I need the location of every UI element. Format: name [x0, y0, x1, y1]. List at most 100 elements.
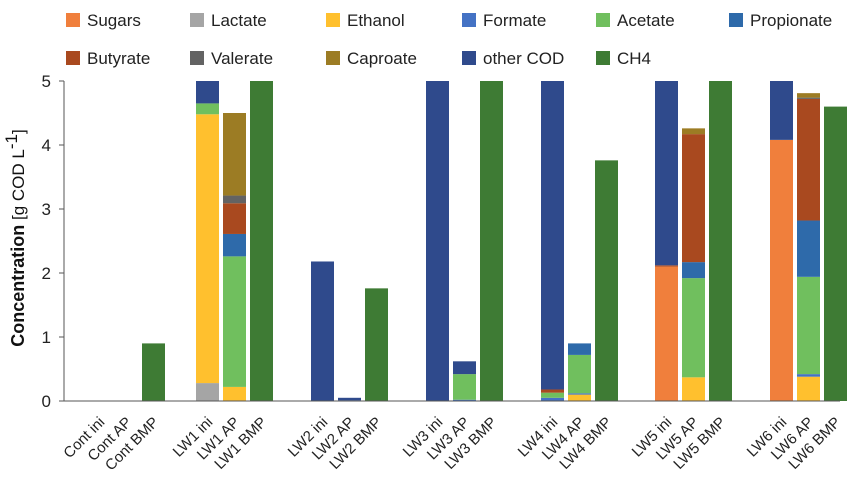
legend-label-butyrate: Butyrate — [87, 49, 150, 68]
bars — [142, 81, 847, 402]
bar-segment-lw5-bmp-ch4 — [709, 81, 732, 401]
legend-item-formate: Formate — [462, 11, 546, 30]
legend-swatch-lactate — [190, 13, 204, 27]
bar-segment-lw3-bmp-ch4 — [480, 81, 503, 401]
y-tick-label: 2 — [42, 264, 51, 283]
bar-lw5-ap — [682, 128, 705, 401]
bar-lw1-ap — [223, 113, 246, 401]
y-tick-label: 0 — [42, 392, 51, 411]
bar-lw1-bmp — [250, 81, 273, 401]
legend-item-butyrate: Butyrate — [66, 49, 150, 68]
bar-segment-lw2-ap-other-cod — [338, 397, 361, 401]
legend-label-ethanol: Ethanol — [347, 11, 405, 30]
bar-segment-lw3-ini-other-cod — [426, 81, 449, 401]
bar-segment-lw3-ap-formate — [453, 399, 476, 401]
bar-lw5-ini — [655, 81, 678, 401]
y-axis-label-unit-exponent: -1 — [2, 134, 21, 149]
y-axis-label-main: Concentration — [8, 225, 28, 347]
legend-item-lactate: Lactate — [190, 11, 267, 30]
bar-lw6-ini — [770, 81, 793, 401]
bar-segment-lw1-ap-caproate — [223, 113, 246, 196]
y-tick-label: 3 — [42, 200, 51, 219]
bar-segment-lw2-bmp-ch4 — [365, 288, 388, 401]
y-axis-label-unit: [g COD L — [9, 149, 28, 225]
bar-segment-lw3-ap-acetate — [453, 374, 476, 400]
bar-segment-lw6-ap-butyrate — [797, 98, 820, 221]
bar-segment-lw1-bmp-ch4 — [250, 81, 273, 401]
legend-label-sugars: Sugars — [87, 11, 141, 30]
bar-segment-lw4-ini-other-cod — [541, 81, 564, 390]
bar-lw6-bmp — [824, 106, 847, 401]
bar-segment-lw1-ini-ethanol — [196, 114, 219, 384]
legend-swatch-formate — [462, 13, 476, 27]
bar-lw3-ini — [426, 81, 449, 401]
bar-segment-lw5-ap-propionate — [682, 262, 705, 279]
legend-label-other-cod: other COD — [483, 49, 564, 68]
bar-segment-lw4-ini-formate — [541, 397, 564, 401]
legend: Sugars Lactate Ethanol Formate Acetate Propio… — [66, 11, 832, 68]
bar-segment-lw1-ap-valerate — [223, 195, 246, 204]
bar-segment-lw1-ap-ethanol — [223, 386, 246, 401]
bar-segment-lw6-ap-propionate — [797, 220, 820, 277]
legend-swatch-other-cod — [462, 51, 476, 65]
legend-item-acetate: Acetate — [596, 11, 675, 30]
legend-swatch-ch4 — [596, 51, 610, 65]
legend-swatch-valerate — [190, 51, 204, 65]
bar-segment-lw3-ap-other-cod — [453, 361, 476, 375]
bar-lw4-ini — [541, 81, 564, 401]
legend-item-ch4: CH4 — [596, 49, 651, 68]
bar-segment-lw4-bmp-ch4 — [595, 160, 618, 401]
bar-segment-lw5-ap-butyrate — [682, 134, 705, 263]
legend-label-caproate: Caproate — [347, 49, 417, 68]
legend-label-valerate: Valerate — [211, 49, 273, 68]
legend-label-propionate: Propionate — [750, 11, 832, 30]
bar-cont-bmp — [142, 343, 165, 401]
legend-item-propionate: Propionate — [729, 11, 832, 30]
y-axis: 0 1 2 3 4 5 — [42, 72, 65, 411]
y-tick-label: 5 — [42, 72, 51, 91]
bar-lw5-bmp — [709, 81, 732, 401]
bar-segment-lw4-ini-butyrate — [541, 389, 564, 393]
y-tick-label: 4 — [42, 136, 51, 155]
legend-item-other-cod: other COD — [462, 49, 564, 68]
bar-segment-lw1-ini-lactate — [196, 383, 219, 401]
bar-segment-lw5-ini-sugars — [655, 266, 678, 401]
bar-segment-lw6-ini-sugars — [770, 139, 793, 401]
bar-segment-lw4-ap-formate — [568, 393, 591, 395]
legend-swatch-ethanol — [326, 13, 340, 27]
legend-swatch-propionate — [729, 13, 743, 27]
bar-segment-lw5-ini-butyrate — [655, 265, 678, 267]
bar-segment-lw1-ini-other-cod — [196, 81, 219, 104]
bar-segment-lw5-ap-caproate — [682, 128, 705, 135]
bar-segment-lw1-ini-acetate — [196, 103, 219, 115]
legend-item-sugars: Sugars — [66, 11, 141, 30]
y-tick-label: 1 — [42, 328, 51, 347]
bar-lw2-ini — [311, 261, 334, 401]
bar-lw2-bmp — [365, 288, 388, 401]
legend-label-formate: Formate — [483, 11, 546, 30]
bar-segment-lw5-ap-ethanol — [682, 377, 705, 401]
bar-segment-lw4-ap-ethanol — [568, 394, 591, 401]
bar-lw4-ap — [568, 343, 591, 401]
bar-lw1-ini — [196, 81, 219, 401]
bar-segment-lw6-ap-ethanol — [797, 376, 820, 401]
bar-segment-lw6-ap-acetate — [797, 276, 820, 375]
bar-lw3-ap — [453, 361, 476, 401]
bar-segment-lw4-ap-acetate — [568, 354, 591, 394]
bar-lw4-bmp — [595, 160, 618, 401]
y-axis-label: Concentration [g COD L-1] — [2, 129, 28, 346]
y-axis-label-unit-close: ] — [9, 129, 28, 134]
legend-swatch-caproate — [326, 51, 340, 65]
bar-segment-lw6-ap-valerate — [797, 97, 820, 99]
bar-segment-lw4-ap-propionate — [568, 343, 591, 355]
legend-label-lactate: Lactate — [211, 11, 267, 30]
legend-label-acetate: Acetate — [617, 11, 675, 30]
bar-segment-lw6-ini-other-cod — [770, 81, 793, 140]
legend-item-caproate: Caproate — [326, 49, 417, 68]
legend-item-ethanol: Ethanol — [326, 11, 405, 30]
bar-segment-lw6-bmp-ch4 — [824, 106, 847, 401]
legend-swatch-sugars — [66, 13, 80, 27]
legend-swatch-butyrate — [66, 51, 80, 65]
